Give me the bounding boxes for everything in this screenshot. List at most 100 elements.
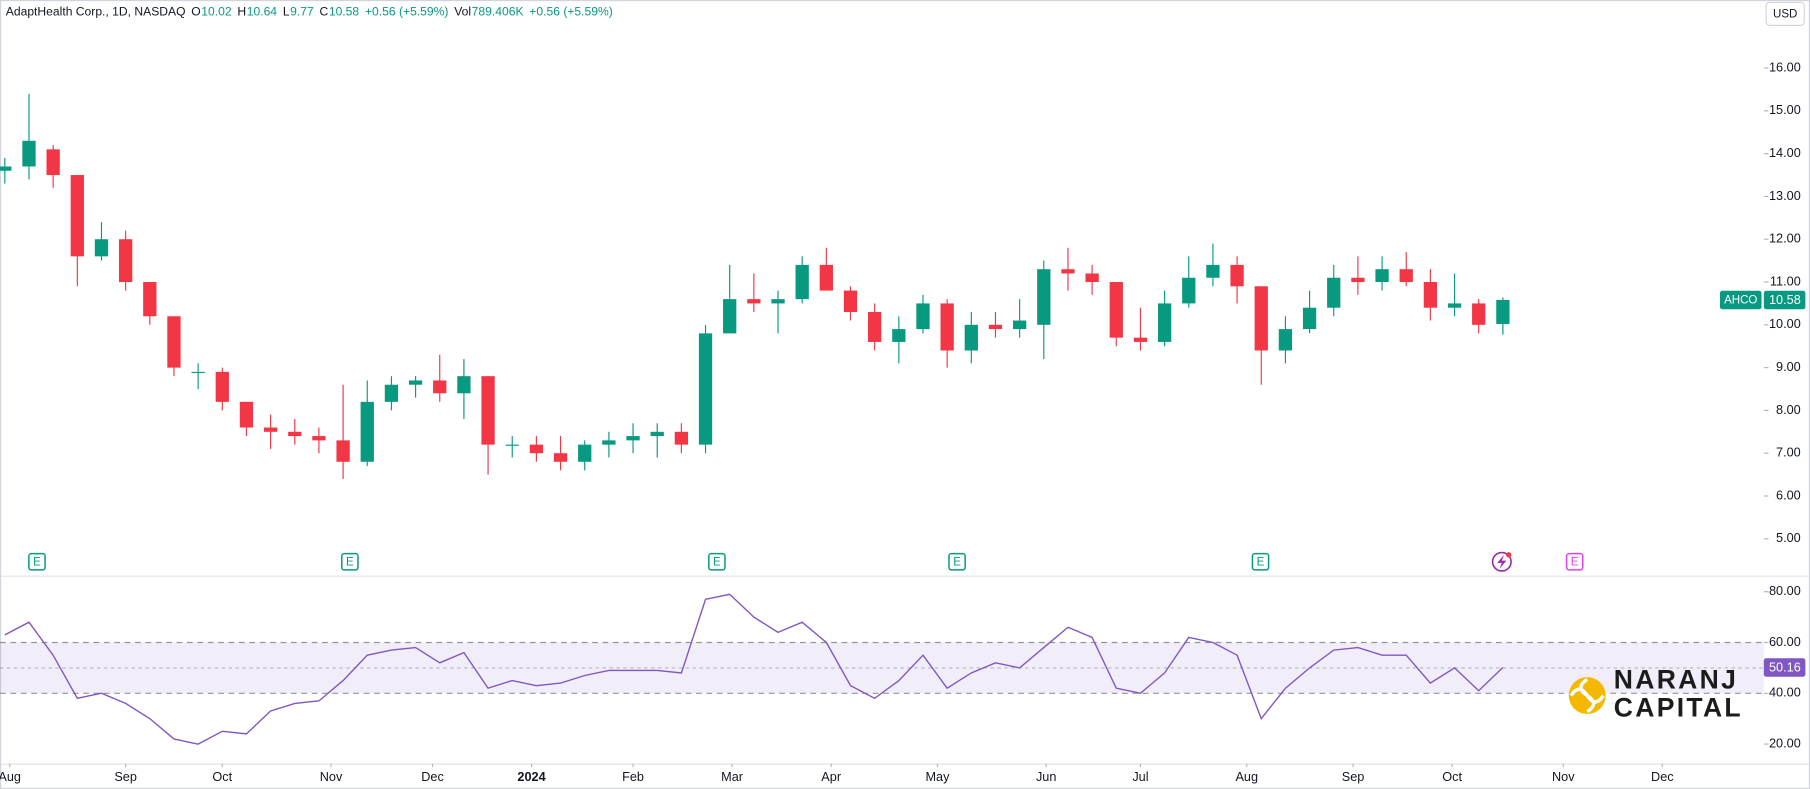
candle-body <box>336 440 350 462</box>
candle-body <box>1375 269 1389 283</box>
candle-body <box>505 444 519 446</box>
candle-body <box>1351 277 1365 283</box>
candle-body <box>819 264 833 291</box>
candle-body <box>868 311 882 342</box>
candle-body <box>674 431 689 445</box>
candle-body <box>191 371 205 374</box>
candle-body <box>988 324 1003 330</box>
x-tick-label: Oct <box>1442 770 1462 784</box>
legend-label: H <box>237 4 246 18</box>
candle-body <box>215 371 229 402</box>
last-price-tag <box>1763 290 1806 310</box>
candle-body <box>1230 264 1244 287</box>
symbol-tag <box>1719 290 1762 310</box>
y-tick-label: 15.00 <box>1769 103 1801 117</box>
x-tick-label: Mar <box>721 770 744 784</box>
candle-body <box>964 324 978 351</box>
symbol-tag-label: AHCO <box>1724 295 1757 307</box>
earnings-label: E <box>1257 556 1265 568</box>
x-tick-label: Sep <box>1342 770 1365 784</box>
candle-body <box>1278 329 1293 351</box>
lightning-icon[interactable] <box>1491 551 1512 572</box>
legend-change: +0.56 (+5.59%) <box>529 4 613 18</box>
candle-body <box>1447 303 1462 308</box>
earnings-label: E <box>33 556 41 568</box>
candle-body <box>118 239 133 283</box>
candle-body <box>457 376 471 394</box>
candle-body <box>626 436 640 441</box>
candle-body <box>1254 286 1268 351</box>
candle-body <box>22 140 36 167</box>
x-tick-label: Apr <box>821 770 842 784</box>
logo: NARANJ CAPITAL <box>1568 665 1743 722</box>
y-tick-label: 10.00 <box>1769 317 1801 331</box>
legend-label: L <box>283 4 290 18</box>
candle-body <box>1327 277 1341 308</box>
legend-value: 789.406K <box>472 4 524 18</box>
rsi-y-tick-label: 20.00 <box>1769 736 1801 750</box>
last-price-label: 10.58 <box>1769 293 1801 307</box>
candle-body <box>916 303 930 330</box>
candle-body <box>698 333 713 445</box>
icon-dot <box>1506 552 1512 558</box>
y-tick-label: 12.00 <box>1769 232 1801 246</box>
candle-body <box>1037 269 1051 325</box>
earnings-marker <box>708 552 726 571</box>
x-tick-label: Nov <box>1552 770 1575 784</box>
candle-body <box>843 290 858 312</box>
currency-box[interactable] <box>1765 1 1805 26</box>
candle-body <box>1085 273 1099 283</box>
candle-body <box>1206 264 1220 278</box>
y-tick-label: 11.00 <box>1770 274 1801 288</box>
candle-body <box>650 431 664 437</box>
x-tick-label: Jul <box>1132 770 1148 784</box>
earnings-marker <box>1565 552 1584 571</box>
earnings-label: E <box>346 556 354 568</box>
y-tick-label: 5.00 <box>1776 531 1801 545</box>
candle-body <box>433 380 447 394</box>
x-tick-label: Dec <box>421 770 444 784</box>
candle-body <box>70 175 84 257</box>
candle-body <box>892 329 906 342</box>
logo-swirl <box>1579 677 1596 714</box>
candle-body <box>553 453 568 462</box>
candle-body <box>384 384 399 402</box>
candle-body <box>481 376 495 445</box>
rsi-y-tick-label: 60.00 <box>1769 635 1801 649</box>
rsi-line <box>4 593 1504 745</box>
candle-body <box>94 239 109 257</box>
y-tick-label: 16.00 <box>1769 60 1801 74</box>
earnings-marker <box>341 552 359 571</box>
earnings-marker <box>1251 552 1270 571</box>
candle-body <box>747 299 761 304</box>
logo-text: NARANJ <box>1614 665 1738 695</box>
candle-body <box>940 303 954 351</box>
legend: AdaptHealth Corp., 1D, NASDAQ O 10.02 H 10.6… <box>6 4 613 18</box>
logo-text: CAPITAL <box>1614 692 1743 722</box>
candle-body <box>1423 282 1438 308</box>
candle-body <box>408 380 423 385</box>
x-tick-label: Feb <box>622 770 644 784</box>
x-tick-label: May <box>925 770 950 784</box>
legend-label: Vol <box>454 4 471 18</box>
x-tick-label: Dec <box>1651 770 1674 784</box>
rsi-last-tag <box>1763 658 1806 677</box>
y-tick-label: 9.00 <box>1776 360 1801 374</box>
rsi-last-label: 50.16 <box>1769 660 1801 674</box>
x-tick-label: Aug <box>1235 770 1258 784</box>
candle-body <box>1182 277 1196 304</box>
legend-label: O <box>191 4 200 18</box>
x-tick-label: Sep <box>114 770 137 784</box>
candle-body <box>771 299 785 304</box>
candle-body <box>1061 269 1075 274</box>
candle-body <box>795 264 809 300</box>
candle-body <box>529 444 544 454</box>
legend-value: 10.58 <box>329 4 360 18</box>
currency: USD <box>1773 8 1797 20</box>
icon-bolt <box>1497 554 1507 569</box>
earnings-marker <box>28 552 46 571</box>
earnings-label: E <box>713 556 721 568</box>
